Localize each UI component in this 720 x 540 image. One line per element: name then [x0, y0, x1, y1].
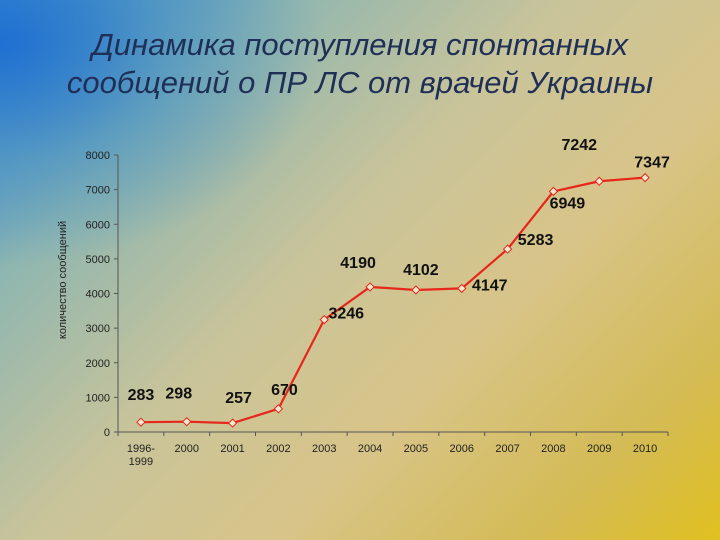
y-tick-label: 0 [104, 427, 110, 439]
data-label: 6949 [550, 195, 586, 212]
data-point-marker [548, 186, 559, 197]
y-tick-labels: 0 1000 2000 3000 4000 5000 6000 7000 8000 [86, 150, 118, 439]
data-label: 4190 [340, 255, 376, 272]
chart-axes [117, 155, 668, 433]
x-tick-label: 2008 [541, 443, 565, 455]
data-point-marker [640, 172, 650, 183]
x-tick-label: 2005 [404, 443, 428, 455]
y-tick-label: 4000 [86, 289, 110, 301]
x-tick-label: 2003 [312, 443, 336, 455]
data-point-marker [502, 244, 513, 254]
data-point-marker [365, 282, 375, 292]
x-tick-label: 2002 [266, 443, 290, 455]
data-label: 298 [165, 386, 192, 403]
data-point-marker [594, 176, 604, 186]
y-axis-label: количество сообщений [57, 221, 69, 339]
x-tick-label: 2010 [633, 443, 657, 455]
x-tick-labels: 1996-1999 2000 2001 2002 2003 2004 2005 2006 200… [117, 432, 669, 468]
data-label: 670 [271, 382, 298, 399]
x-tick-label: 2009 [587, 443, 611, 455]
data-point-marker [136, 417, 146, 427]
y-tick-label: 5000 [86, 254, 110, 266]
page-title: Динамика поступления спонтанных сообщени… [66, 27, 654, 100]
data-label: 283 [128, 387, 155, 404]
x-tick-label: 2004 [358, 443, 382, 455]
y-tick-label: 7000 [86, 185, 110, 197]
y-tick-label: 1000 [86, 392, 110, 404]
data-label: 5283 [518, 232, 554, 249]
data-point-marker [273, 404, 284, 414]
y-tick-label: 2000 [86, 358, 110, 370]
x-tick-label: 2001 [220, 443, 244, 455]
data-label: 7347 [634, 155, 670, 172]
x-tick-label: 1996-1999 [127, 443, 155, 468]
data-point-marker [182, 416, 192, 427]
series-line-group [136, 172, 650, 428]
y-tick-label: 3000 [86, 323, 110, 335]
y-tick-label: 6000 [86, 219, 110, 231]
data-labels: 283 298 257 670 3246 4190 4102 4147 5283 6949 7242… [128, 137, 670, 407]
series-line [140, 176, 646, 425]
x-tick-label: 2007 [495, 443, 519, 455]
data-point-marker [411, 285, 421, 295]
data-label: 7242 [561, 137, 597, 154]
x-tick-label: 2006 [450, 443, 474, 455]
data-point-marker [457, 283, 467, 294]
data-label: 3246 [328, 306, 364, 323]
x-tick-label: 2000 [175, 443, 199, 455]
data-label: 4147 [472, 277, 508, 294]
data-label: 257 [225, 390, 252, 407]
y-tick-label: 8000 [86, 150, 110, 162]
data-point-marker [227, 418, 238, 428]
data-point-marker [319, 314, 329, 325]
data-label: 4102 [403, 262, 439, 279]
